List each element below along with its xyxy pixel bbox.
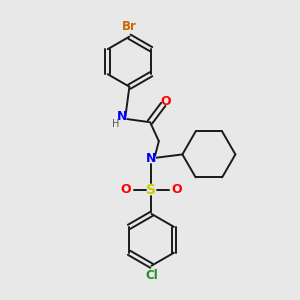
Text: H: H bbox=[112, 119, 119, 129]
Text: O: O bbox=[172, 183, 182, 196]
Text: O: O bbox=[121, 183, 131, 196]
Text: Br: Br bbox=[122, 20, 137, 33]
Text: N: N bbox=[146, 152, 157, 165]
Text: S: S bbox=[146, 183, 157, 197]
Text: O: O bbox=[160, 95, 171, 108]
Text: Cl: Cl bbox=[145, 269, 158, 282]
Text: N: N bbox=[117, 110, 127, 123]
